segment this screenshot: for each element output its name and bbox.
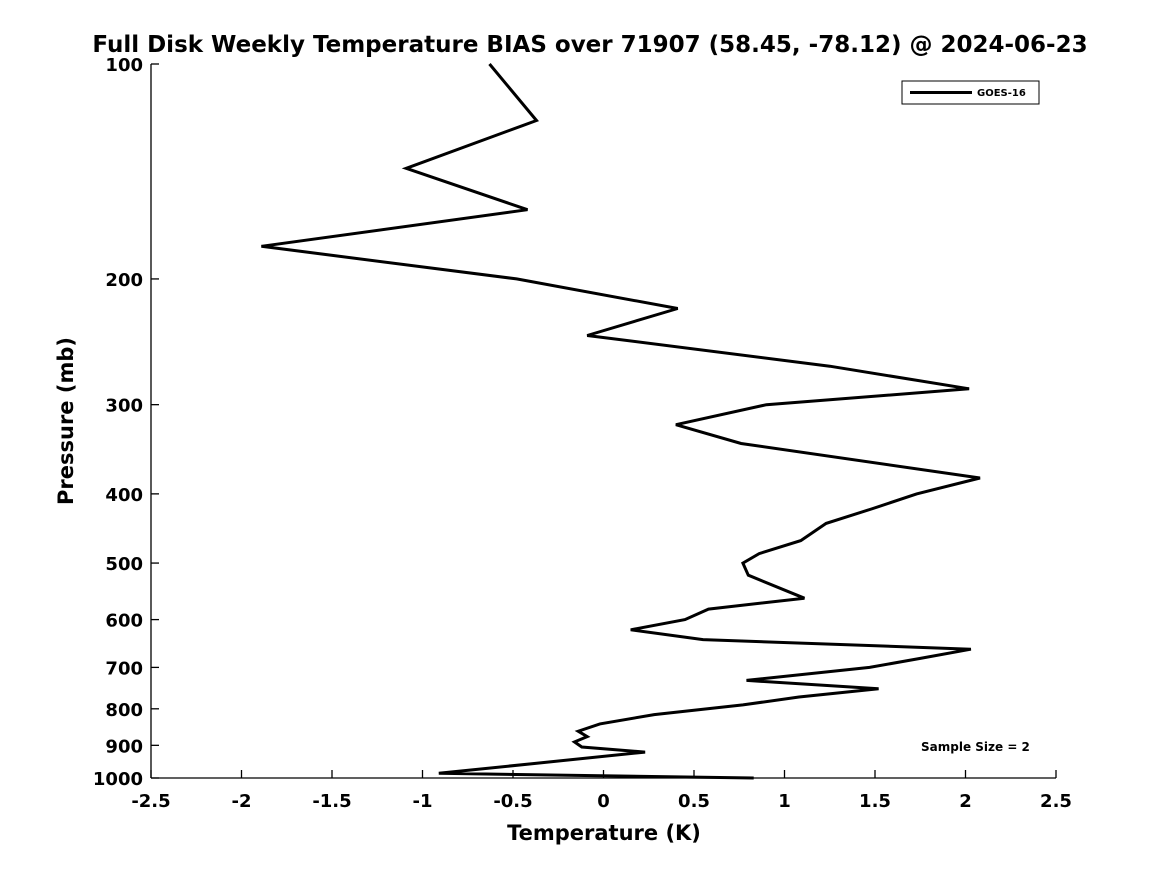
series-line-goes-16 — [261, 63, 981, 780]
x-tick-label: 2.5 — [1040, 791, 1072, 812]
x-tick-label: 2 — [959, 791, 972, 812]
x-axis-label: Temperature (K) — [507, 821, 701, 845]
y-tick-label: 400 — [105, 485, 143, 506]
x-tick-label: -0.5 — [493, 791, 532, 812]
y-tick-label: 800 — [105, 700, 143, 721]
x-tick-label: -2.5 — [131, 791, 170, 812]
legend-label-goes-16: GOES-16 — [977, 88, 1026, 99]
y-tick-label: 1000 — [93, 769, 143, 790]
x-tick-label: 0 — [597, 791, 610, 812]
x-tick-label: 0.5 — [678, 791, 710, 812]
legend: GOES-16 — [901, 80, 1040, 105]
y-tick-label: 100 — [105, 55, 143, 76]
y-tick-label: 300 — [105, 396, 143, 417]
x-tick-label: -1 — [413, 791, 433, 812]
y-tick-label: 900 — [105, 736, 143, 757]
y-tick-label: 600 — [105, 611, 143, 632]
y-tick-label: 200 — [105, 270, 143, 291]
chart-title: Full Disk Weekly Temperature BIAS over 7… — [92, 32, 1087, 58]
x-tick-label: 1.5 — [859, 791, 891, 812]
sample-size-annotation: Sample Size = 2 — [921, 740, 1030, 754]
y-tick-label: 500 — [105, 554, 143, 575]
y-tick-label: 700 — [105, 658, 143, 679]
x-axis-ticks: -2.5 -2 -1.5 -1 -0.5 0 0.5 1 1.5 2 2.5 — [131, 770, 1072, 812]
x-tick-label: -2 — [232, 791, 252, 812]
y-axis-label: Pressure (mb) — [54, 337, 78, 505]
x-tick-label: 1 — [778, 791, 791, 812]
y-axis-ticks: 100 200 300 400 500 600 700 800 900 1000 — [93, 55, 159, 790]
x-tick-label: -1.5 — [312, 791, 351, 812]
